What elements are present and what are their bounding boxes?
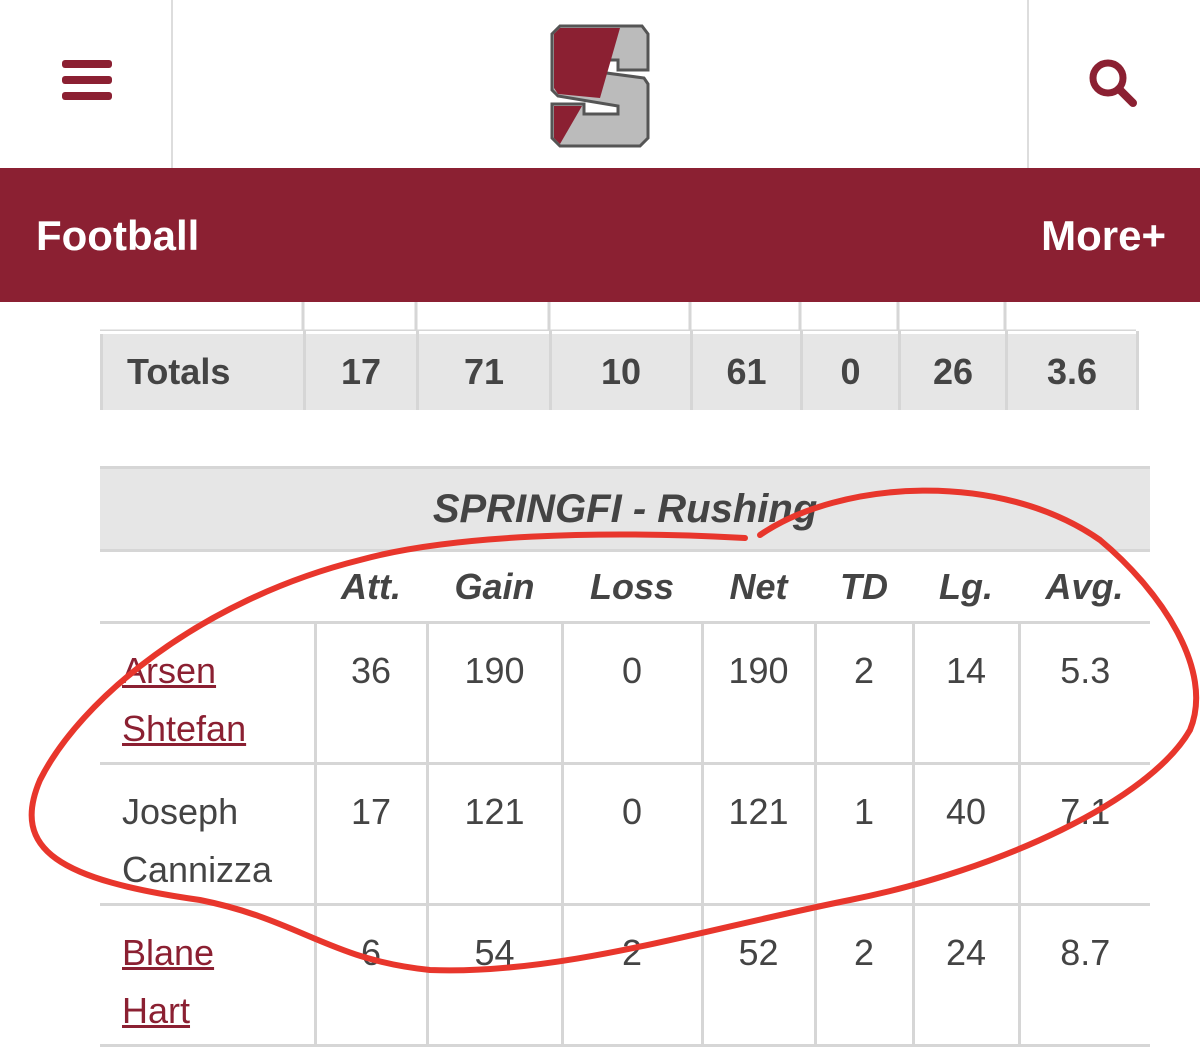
cell: 0 bbox=[560, 621, 704, 765]
column-header: Gain bbox=[427, 550, 562, 624]
cell: 26 bbox=[898, 331, 1008, 413]
cell: 6 bbox=[313, 903, 429, 1047]
table-title: SPRINGFI - Rushing bbox=[100, 466, 1151, 552]
cell: Totals bbox=[100, 331, 306, 413]
search-button[interactable] bbox=[1088, 58, 1138, 108]
cell: 2 bbox=[813, 621, 915, 765]
cell: 2 bbox=[560, 903, 704, 1047]
cell: Arsen Shtefan bbox=[100, 621, 317, 765]
column-header: Att. bbox=[315, 550, 427, 624]
cell: 190 bbox=[700, 621, 817, 765]
cell: 61 bbox=[690, 331, 803, 413]
cell: 3.6 bbox=[1005, 331, 1139, 413]
cell: 54 bbox=[425, 903, 564, 1047]
row-edge bbox=[100, 302, 1136, 332]
column-header: TD bbox=[815, 550, 913, 624]
cell: 71 bbox=[416, 331, 552, 413]
cell: 121 bbox=[425, 762, 564, 906]
column-header: Lg. bbox=[913, 550, 1019, 624]
cell: 5.3 bbox=[1017, 621, 1151, 765]
cell: 17 bbox=[313, 762, 429, 906]
nav-title[interactable]: Football bbox=[36, 212, 200, 259]
column-header: Avg. bbox=[1019, 550, 1151, 624]
column-header: Net bbox=[702, 550, 815, 624]
cell: 0 bbox=[560, 762, 704, 906]
cell: 14 bbox=[911, 621, 1021, 765]
cell: 10 bbox=[549, 331, 693, 413]
cell: 121 bbox=[700, 762, 817, 906]
logo[interactable] bbox=[548, 22, 654, 150]
column-header: Loss bbox=[562, 550, 702, 624]
cell: 40 bbox=[911, 762, 1021, 906]
top-bar bbox=[0, 0, 1200, 169]
more-link[interactable]: More+ bbox=[1041, 212, 1166, 259]
cell: 52 bbox=[700, 903, 817, 1047]
cell: 1 bbox=[813, 762, 915, 906]
cell: 2 bbox=[813, 903, 915, 1047]
rushing-table: SPRINGFI - Rushing Att. Gain Loss Net TD… bbox=[100, 466, 1151, 1047]
cell: 17 bbox=[303, 331, 419, 413]
cell: 24 bbox=[911, 903, 1021, 1047]
totals-table: Totals 17 71 10 61 0 26 3.6 bbox=[100, 331, 1139, 413]
cell: Blane Hart bbox=[100, 903, 317, 1047]
cell: 7.1 bbox=[1017, 762, 1151, 906]
menu-button[interactable] bbox=[60, 58, 114, 104]
player-link[interactable]: Blane Hart bbox=[122, 932, 215, 1031]
cell: 8.7 bbox=[1017, 903, 1151, 1047]
cell: 0 bbox=[800, 331, 901, 413]
cell: Joseph Cannizza bbox=[100, 762, 317, 906]
cell: 36 bbox=[313, 621, 429, 765]
nav-bar: Football More+ bbox=[0, 168, 1200, 302]
cell: 190 bbox=[425, 621, 564, 765]
player-link[interactable]: Arsen Shtefan bbox=[122, 650, 247, 749]
